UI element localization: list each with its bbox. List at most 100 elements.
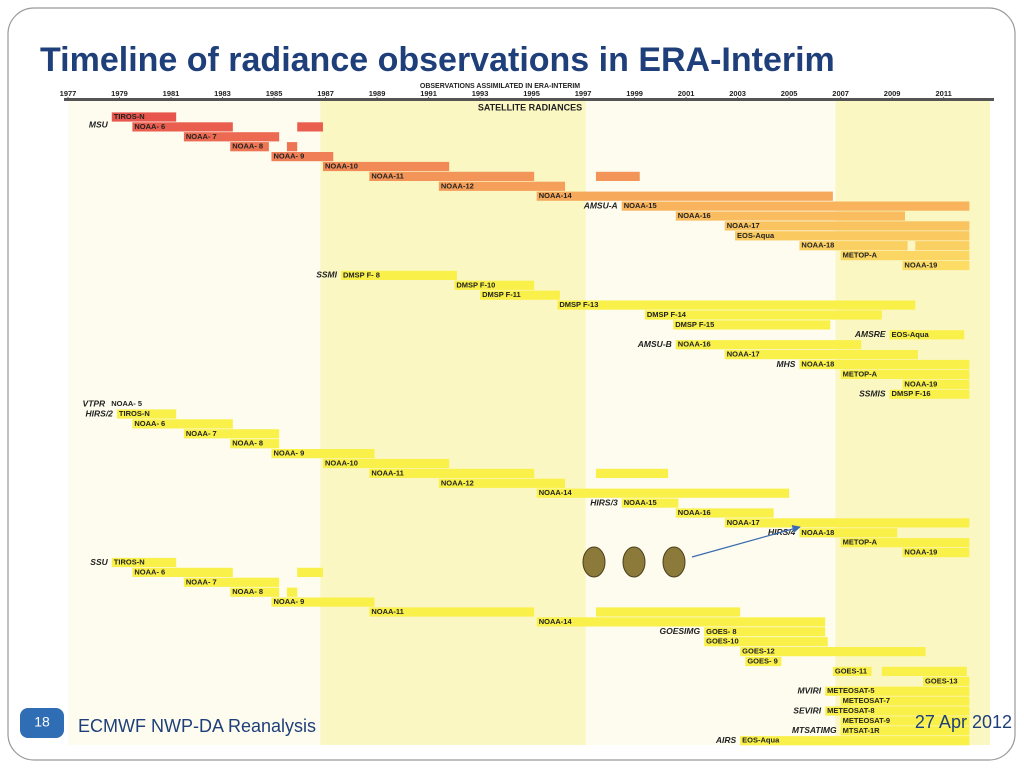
satellite-label: NOAA- 7 [186, 577, 217, 586]
period-bar [840, 716, 970, 726]
instrument-label: VTPR [83, 398, 107, 408]
period-bar [286, 142, 298, 152]
instrument-label: GOESIMG [660, 626, 701, 636]
satellite-label: NOAA- 6 [134, 567, 165, 576]
period-bar [675, 508, 774, 518]
satellite-label: NOAA- 8 [232, 439, 263, 448]
satellite-label: NOAA-12 [441, 478, 474, 487]
period-bar [183, 577, 280, 587]
satellite-label: TIROS-N [119, 409, 150, 418]
satellite-label: NOAA- 7 [186, 429, 217, 438]
period-bar [132, 122, 233, 132]
axis-bar [64, 98, 994, 101]
satellite-label: NOAA- 9 [273, 152, 304, 161]
period-bar [832, 666, 872, 676]
satellite-label: METEOSAT-5 [827, 686, 874, 695]
satellite-label: METOP-A [843, 369, 878, 378]
period-bar [881, 666, 967, 676]
satellite-label: NOAA- 8 [232, 142, 263, 151]
satellite-label: GOES-11 [835, 666, 867, 675]
satellite-label: NOAA-10 [325, 161, 358, 170]
period-bar [799, 528, 898, 538]
period-bar [595, 171, 640, 181]
period-bar [621, 201, 970, 211]
period-bar [369, 607, 535, 617]
instrument-label: SSMI [316, 270, 337, 280]
period-bar [271, 449, 375, 459]
period-bar [840, 251, 970, 261]
period-bar [889, 389, 970, 399]
x-tick-label: 1987 [317, 89, 334, 98]
satellite-label: NOAA-18 [801, 241, 834, 250]
period-bar [840, 726, 970, 736]
period-bar [704, 637, 828, 647]
stream-band [320, 100, 586, 745]
satellite-label: NOAA-15 [624, 498, 657, 507]
period-bar [675, 340, 862, 350]
period-bar [735, 231, 970, 241]
slide-title: Timeline of radiance observations in ERA… [40, 41, 835, 79]
satellite-label: NOAA- 7 [186, 132, 217, 141]
satellite-label: NOAA-11 [371, 468, 404, 477]
satellite-label: NOAA-15 [624, 201, 657, 210]
period-bar [799, 359, 970, 370]
period-bar [183, 132, 280, 142]
period-bar [740, 736, 970, 746]
instrument-label: AMSRE [854, 329, 886, 339]
instrument-label: SSMIS [859, 388, 886, 398]
satellite-label: METEOSAT-8 [827, 706, 874, 715]
satellite-label: NOAA-17 [727, 221, 760, 230]
satellite-label: TIROS-N [114, 557, 145, 566]
x-tick-label: 2003 [729, 89, 746, 98]
x-tick-label: 1997 [575, 89, 592, 98]
satellite-label: NOAA-18 [801, 359, 834, 368]
period-bar [369, 171, 535, 181]
satellite-label: EOS-Aqua [892, 330, 930, 339]
x-tick-label: 2011 [936, 89, 952, 98]
period-bar [480, 290, 560, 300]
period-bar [340, 270, 457, 280]
period-bar [369, 468, 535, 478]
instrument-label: MTSATIMG [792, 725, 837, 735]
satellite-label: METOP-A [843, 538, 878, 547]
x-tick-label: 2007 [832, 89, 849, 98]
satellite-label: EOS-Aqua [737, 231, 775, 240]
period-bar [704, 627, 826, 637]
period-bar [675, 211, 906, 221]
period-bar [230, 587, 280, 597]
satellite-label: NOAA- 8 [232, 587, 263, 596]
instrument-label: MVIRI [798, 685, 822, 695]
period-bar [271, 597, 375, 607]
satellite-label: NOAA-16 [678, 211, 711, 220]
period-bar [915, 241, 970, 251]
satellite-label: MTSAT-1R [843, 726, 881, 735]
period-bar [230, 439, 280, 449]
satellite-label: NOAA-10 [325, 458, 358, 467]
period-bar [438, 181, 566, 191]
satellite-label: NOAA-19 [904, 379, 937, 388]
instrument-label: SSU [90, 557, 108, 567]
period-bar [923, 676, 970, 686]
instrument-label: MSU [89, 119, 109, 129]
period-bar [644, 310, 882, 320]
satellite-label: NOAA-11 [371, 171, 404, 180]
satellite-label: DMSP F-10 [456, 280, 495, 289]
timeline-plot: SATELLITE RADIANCES 1977 1979 1981 1983 1985 1… [60, 89, 994, 746]
satellite-label: NOAA-19 [904, 548, 937, 557]
footer-date: 27 Apr 2012 [915, 712, 1012, 732]
chart-header: OBSERVATIONS ASSIMILATED IN ERA-INTERIM [420, 83, 580, 90]
page-number-badge [20, 708, 64, 738]
x-tick-label: 2005 [781, 89, 798, 98]
period-bar [536, 488, 790, 498]
period-bar [438, 478, 566, 488]
x-tick-label: 1977 [60, 89, 77, 98]
page-number: 18 [34, 714, 50, 730]
period-bar [132, 567, 233, 577]
satellite-label: NOAA-14 [539, 191, 573, 200]
satellite-label: DMSP F-13 [559, 300, 598, 309]
period-bar [322, 161, 450, 172]
instrument-label: AMSU-B [637, 339, 672, 349]
instrument-label: HIRS/2 [86, 408, 114, 418]
satellite-label: DMSP F-16 [892, 389, 931, 398]
satellite-label: DMSP F- 8 [343, 270, 380, 279]
